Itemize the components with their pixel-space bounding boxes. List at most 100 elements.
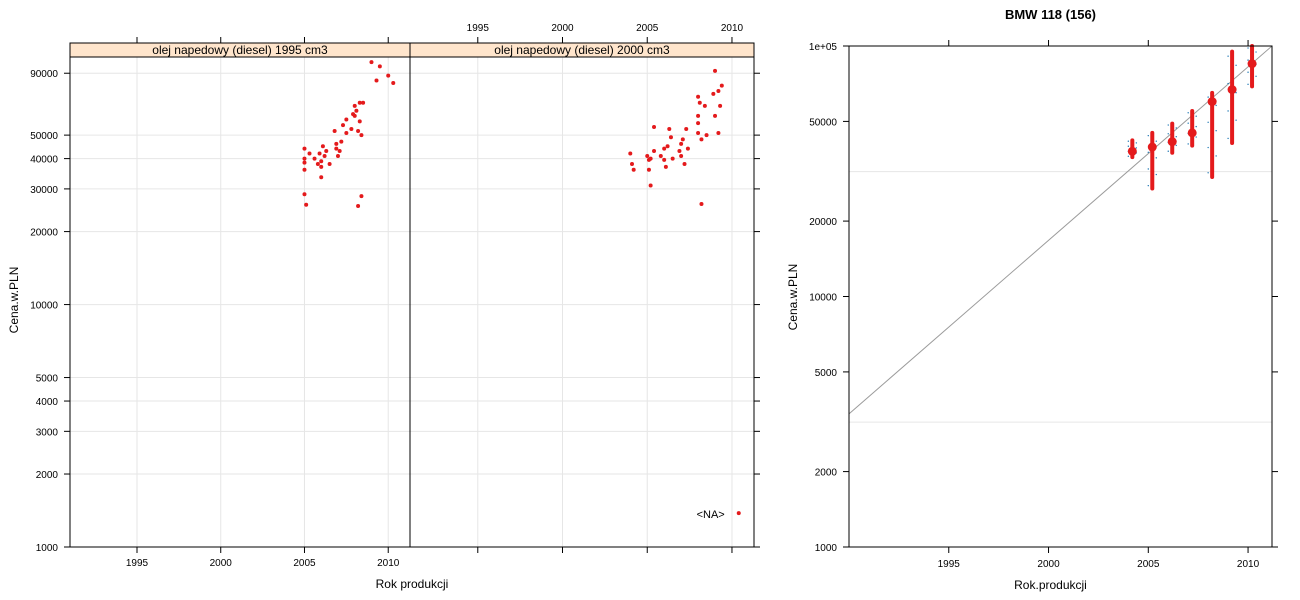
- data-point: [663, 164, 668, 169]
- x-tick-label: 2005: [1137, 559, 1160, 570]
- year-range: [1207, 90, 1217, 179]
- data-point: [685, 146, 690, 151]
- data-point: [679, 141, 684, 146]
- y-tick-label: 3000: [36, 427, 59, 438]
- jitter-dot: [1175, 136, 1177, 138]
- data-point: [719, 83, 724, 88]
- data-point: [356, 128, 361, 133]
- data-point: [713, 113, 718, 118]
- data-point: [352, 103, 357, 108]
- jitter-dot: [1135, 142, 1138, 144]
- jitter-dot: [1147, 184, 1149, 187]
- data-point: [668, 135, 673, 140]
- data-point: [352, 113, 357, 118]
- jitter-dot: [1195, 125, 1197, 128]
- median-point: [1187, 128, 1197, 138]
- data-point: [341, 123, 346, 128]
- jitter-dot: [1175, 144, 1177, 147]
- strip-label: olej napedowy (diesel) 2000 cm3: [494, 43, 670, 57]
- jitter-dot: [1215, 130, 1217, 132]
- na-point: [736, 511, 741, 516]
- data-point: [652, 148, 657, 153]
- data-point: [322, 154, 327, 159]
- y-axis-label: Cena.w.PLN: [786, 264, 800, 331]
- year-range: [1227, 49, 1237, 145]
- data-point: [665, 144, 670, 149]
- data-point: [696, 113, 701, 118]
- jitter-dot: [1247, 59, 1249, 61]
- jitter-dot: [1227, 55, 1229, 57]
- y-tick-label: 1000: [815, 543, 838, 554]
- x-tick-label: 1995: [938, 559, 961, 570]
- data-point: [682, 162, 687, 167]
- data-point: [369, 60, 374, 65]
- jitter-dot: [1147, 151, 1149, 154]
- data-point: [645, 154, 650, 159]
- data-point: [344, 131, 349, 136]
- year-range: [1187, 109, 1197, 148]
- strip-label: olej napedowy (diesel) 1995 cm3: [152, 43, 328, 57]
- year-range: [1127, 138, 1138, 160]
- data-point: [332, 128, 337, 133]
- jitter-dot: [1207, 146, 1209, 149]
- x-tick-label: 2005: [293, 558, 316, 569]
- y-tick-label: 10000: [30, 301, 58, 312]
- bmw-chart: 1995 2000 2005 2010 1000 2000 5000 10000 20000 50…: [786, 7, 1278, 592]
- panel-frame: [69, 56, 755, 548]
- jitter-dot: [1255, 51, 1257, 53]
- jitter-dot: [1147, 168, 1149, 170]
- data-point: [307, 151, 312, 156]
- year-range: [1167, 121, 1177, 155]
- jitter-dot: [1147, 134, 1149, 137]
- data-point: [646, 167, 651, 172]
- data-point: [302, 146, 307, 151]
- data-point: [339, 139, 344, 144]
- data-point: [679, 154, 684, 159]
- data-point: [349, 126, 354, 131]
- data-point: [315, 162, 320, 167]
- data-point: [699, 137, 704, 142]
- x-tick-label-top: 2000: [551, 23, 574, 34]
- jitter-dot: [1207, 121, 1209, 124]
- median-point: [1127, 146, 1137, 156]
- data-point: [319, 175, 324, 180]
- data-point: [648, 156, 653, 161]
- data-point: [648, 183, 653, 188]
- y-tick-label: 4000: [36, 397, 59, 408]
- x-axis-label: Rok produkcji: [376, 577, 449, 591]
- data-point: [335, 154, 340, 159]
- x-tick-label: 2010: [377, 558, 400, 569]
- y-tick-label: 50000: [30, 131, 58, 142]
- y-tick-label: 10000: [809, 293, 837, 304]
- data-point: [696, 94, 701, 99]
- median-point: [1227, 85, 1237, 95]
- y-tick-label: 5000: [36, 374, 59, 385]
- panel-2: olej napedowy (diesel) 2000 cm3 <NA>: [409, 42, 755, 548]
- y-tick-label: 20000: [30, 228, 58, 239]
- median-point: [1247, 59, 1257, 69]
- y-tick-label: 5000: [815, 368, 838, 379]
- median-point: [1207, 97, 1217, 107]
- panel-1: olej napedowy (diesel) 1995 cm3: [69, 42, 411, 548]
- reference-line: [848, 45, 1273, 415]
- jitter-dot: [1235, 119, 1237, 121]
- x-tick-label: 1995: [126, 558, 149, 569]
- data-point: [696, 131, 701, 136]
- jitter-dot: [1127, 155, 1130, 158]
- jitter-dot: [1187, 112, 1189, 114]
- jitter-dot: [1155, 173, 1157, 176]
- jitter-dot: [1215, 104, 1217, 107]
- jitter-dot: [1235, 92, 1237, 94]
- jitter-dot: [1155, 157, 1157, 159]
- data-point: [319, 159, 324, 164]
- data-point: [658, 154, 663, 159]
- data-point: [716, 89, 721, 94]
- data-point: [334, 146, 339, 151]
- data-point: [312, 156, 317, 161]
- chart-title: BMW 118 (156): [1005, 7, 1096, 22]
- data-point: [652, 125, 657, 130]
- plot-frame: [848, 45, 1273, 548]
- jitter-dot: [1167, 124, 1169, 126]
- x-tick-label-top: 2005: [636, 23, 659, 34]
- y-tick-label: 1000: [36, 543, 59, 554]
